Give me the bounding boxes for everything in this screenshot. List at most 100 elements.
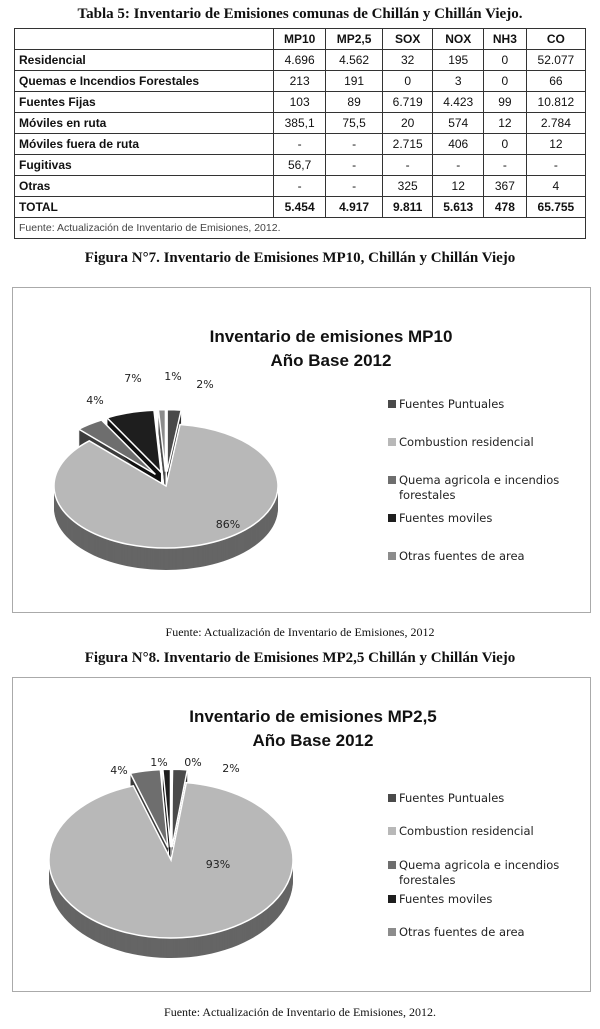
pie-slice bbox=[166, 408, 183, 472]
pie-slice bbox=[48, 781, 294, 939]
legend-label: Otras fuentes de area bbox=[399, 549, 525, 563]
table-cell: 52.077 bbox=[525, 49, 587, 71]
table-footnote: Fuente: Actualización de Inventario de E… bbox=[14, 217, 586, 239]
legend-label-line: Quema agricola e incendios bbox=[399, 858, 559, 872]
row-label: Residencial bbox=[14, 49, 274, 71]
legend-label: Otras fuentes de area bbox=[399, 925, 525, 939]
table-cell: 65.755 bbox=[525, 196, 587, 218]
table-footnote-row: Fuente: Actualización de Inventario de E… bbox=[14, 217, 586, 239]
column-header: MP10 bbox=[272, 28, 327, 50]
table-row: Fuentes Fijas 103 89 6.719 4.423 99 10.812 bbox=[14, 91, 587, 113]
mp10-pie-chart: Inventario de emisiones MP10 Año Base 201… bbox=[53, 327, 559, 570]
table-cell: 367 bbox=[483, 175, 527, 197]
table-cell: - bbox=[272, 133, 327, 155]
table-cell: 4.696 bbox=[272, 49, 327, 71]
table-cell: - bbox=[432, 154, 484, 176]
legend-label-line: forestales bbox=[399, 873, 455, 887]
figure8-source: Fuente: Actualización de Inventario de E… bbox=[164, 1005, 436, 1019]
table-cell: 4.423 bbox=[432, 91, 484, 113]
legend-label: Fuentes moviles bbox=[399, 511, 492, 525]
table-cell: 56,7 bbox=[272, 154, 327, 176]
legend-swatch bbox=[388, 400, 396, 408]
emissions-table: MP10 MP2,5 SOX NOX NH3 CO Residencial 4.696 4.5… bbox=[14, 28, 587, 239]
mp25-pie-chart: Inventario de emisiones MP2,5 Año Base 20… bbox=[48, 707, 559, 958]
table-cell: 385,1 bbox=[272, 112, 327, 134]
table-cell: 10.812 bbox=[525, 91, 587, 113]
table-cell: 6.719 bbox=[381, 91, 434, 113]
pie-slice bbox=[170, 768, 174, 848]
legend-swatch bbox=[388, 476, 396, 484]
table-cell: 5.613 bbox=[432, 196, 484, 218]
column-header: CO bbox=[525, 28, 587, 50]
chart-subtitle: Año Base 2012 bbox=[253, 731, 374, 750]
row-label: Fugitivas bbox=[14, 154, 274, 176]
table-cell: 195 bbox=[432, 49, 484, 71]
table-cell: 75,5 bbox=[325, 112, 383, 134]
legend-swatch bbox=[388, 861, 396, 869]
legend-swatch bbox=[388, 928, 396, 936]
chart-title: Inventario de emisiones MP2,5 bbox=[189, 707, 437, 726]
table-cell: - bbox=[272, 175, 327, 197]
table-cell: 4.562 bbox=[325, 49, 383, 71]
table-cell: 406 bbox=[432, 133, 484, 155]
table-cell: 191 bbox=[325, 70, 383, 92]
legend-label: Fuentes Puntuales bbox=[399, 791, 504, 805]
table-cell: 4 bbox=[525, 175, 587, 197]
table-cell: 99 bbox=[483, 91, 527, 113]
legend-label: Combustion residencial bbox=[399, 435, 534, 449]
table-row: Fugitivas 56,7- - - - - bbox=[14, 154, 587, 176]
table-cell: 574 bbox=[432, 112, 484, 134]
header-empty bbox=[14, 28, 274, 50]
legend-swatch bbox=[388, 552, 396, 560]
legend-swatch bbox=[388, 794, 396, 802]
column-header: SOX bbox=[381, 28, 434, 50]
column-header: MP2,5 bbox=[325, 28, 383, 50]
slice-label: 4% bbox=[86, 394, 103, 407]
table-cell: 213 bbox=[272, 70, 327, 92]
table-cell: 478 bbox=[483, 196, 527, 218]
table-cell: 9.811 bbox=[381, 196, 434, 218]
legend-label: Combustion residencial bbox=[399, 824, 534, 838]
figure7-chart: Inventario de emisiones MP10 Año Base 201… bbox=[12, 287, 591, 613]
table-cell: 5.454 bbox=[272, 196, 327, 218]
row-label: Móviles en ruta bbox=[14, 112, 274, 134]
legend-label: Fuentes moviles bbox=[399, 892, 492, 906]
table-cell: - bbox=[525, 154, 587, 176]
table-cell: 0 bbox=[483, 70, 527, 92]
slice-label: 4% bbox=[110, 764, 127, 777]
slice-label: 93% bbox=[206, 858, 230, 871]
table-row: Residencial 4.696 4.562 32 195 0 52.077 bbox=[14, 49, 587, 71]
table-header-row: MP10 MP2,5 SOX NOX NH3 CO bbox=[14, 28, 587, 50]
row-label: Otras bbox=[14, 175, 274, 197]
table-row: TOTAL 5.454 4.917 9.811 5.613 478 65.755 bbox=[14, 196, 587, 218]
table-cell: - bbox=[325, 175, 383, 197]
row-label: Fuentes Fijas bbox=[14, 91, 274, 113]
slice-label: 2% bbox=[196, 378, 213, 391]
slice-label: 2% bbox=[222, 762, 239, 775]
legend-swatch bbox=[388, 438, 396, 446]
table-cell: 66 bbox=[525, 70, 587, 92]
table-title: Tabla 5: Inventario de Emisiones comunas… bbox=[77, 6, 523, 22]
table-cell: 3 bbox=[432, 70, 484, 92]
legend-label: Fuentes Puntuales bbox=[399, 397, 504, 411]
table-cell: 12 bbox=[483, 112, 527, 134]
legend-swatch bbox=[388, 514, 396, 522]
figure8-caption: Figura N°8. Inventario de Emisiones MP2,… bbox=[84, 650, 516, 666]
table-row: Móviles en ruta 385,1 75,5 20 574 12 2.784 bbox=[14, 112, 587, 134]
table-row: Móviles fuera de ruta - -2.715 406 0 12 bbox=[14, 133, 587, 155]
legend-label: Quema agricola e incendios forestales bbox=[399, 473, 559, 502]
row-label: Quemas e Incendios Forestales bbox=[14, 70, 274, 92]
slice-label: 0% bbox=[184, 756, 201, 769]
slice-label: 86% bbox=[216, 518, 240, 531]
pie-slice bbox=[53, 423, 279, 549]
figure7-source: Fuente: Actualización de Inventario de E… bbox=[165, 625, 435, 639]
table-cell: - bbox=[381, 154, 434, 176]
table-cell: - bbox=[325, 154, 383, 176]
pie-slice bbox=[129, 768, 169, 848]
table-cell: 0 bbox=[483, 49, 527, 71]
legend-label-line: forestales bbox=[399, 488, 455, 502]
pie-slice bbox=[105, 409, 162, 475]
slice-label: 1% bbox=[164, 370, 181, 383]
table-cell: 325 bbox=[381, 175, 434, 197]
slice-label: 7% bbox=[124, 372, 141, 385]
